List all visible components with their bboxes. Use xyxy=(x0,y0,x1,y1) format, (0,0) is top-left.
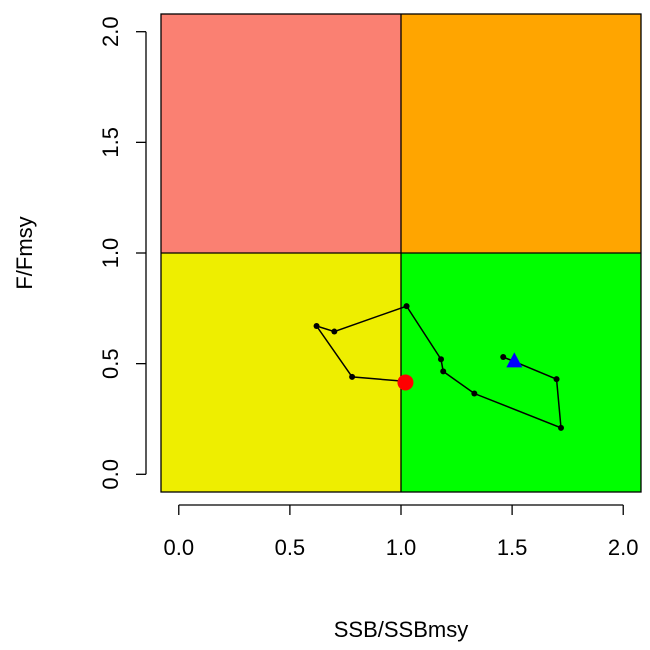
start-marker xyxy=(397,374,414,391)
trajectory-point xyxy=(349,373,356,380)
trajectory-point xyxy=(558,424,564,431)
trajectory-point xyxy=(471,390,478,397)
trajectory-point xyxy=(438,356,444,363)
x-tick-label: 1.5 xyxy=(497,535,528,560)
y-tick-label: 2.0 xyxy=(98,16,123,47)
y-tick-label: 0.0 xyxy=(98,459,123,490)
quadrant xyxy=(161,14,401,253)
trajectory-point xyxy=(403,303,410,310)
end-marker xyxy=(506,352,523,368)
trajectory-point xyxy=(313,323,320,330)
quadrant xyxy=(401,14,641,253)
trajectory-point xyxy=(500,354,507,361)
plot-frame xyxy=(160,13,642,493)
x-tick-label: 1.0 xyxy=(386,535,417,560)
y-tick-label: 1.0 xyxy=(98,238,123,269)
x-tick-label: 0.5 xyxy=(275,535,306,560)
y-tick-label: 1.5 xyxy=(98,127,123,158)
quadrant xyxy=(161,253,401,492)
trajectory-point xyxy=(440,368,447,375)
x-tick-label: 2.0 xyxy=(608,535,639,560)
trajectory-point xyxy=(553,376,560,383)
x-tick-label: 0.0 xyxy=(163,535,194,560)
y-tick-label: 0.5 xyxy=(98,348,123,379)
x-axis-label: SSB/SSBmsy xyxy=(334,617,468,642)
trajectory-point xyxy=(331,328,338,335)
y-axis-label: F/Fmsy xyxy=(12,216,37,289)
quadrant xyxy=(401,253,641,492)
